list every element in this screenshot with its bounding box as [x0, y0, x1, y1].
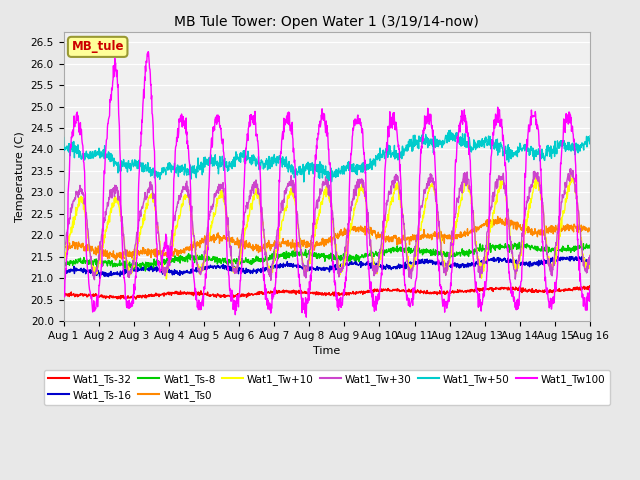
Title: MB Tule Tower: Open Water 1 (3/19/14-now): MB Tule Tower: Open Water 1 (3/19/14-now… [174, 15, 479, 29]
X-axis label: Time: Time [313, 346, 340, 356]
Legend: Wat1_Ts-32, Wat1_Ts-16, Wat1_Ts-8, Wat1_Ts0, Wat1_Tw+10, Wat1_Tw+30, Wat1_Tw+50,: Wat1_Ts-32, Wat1_Ts-16, Wat1_Ts-8, Wat1_… [44, 370, 610, 405]
Y-axis label: Temperature (C): Temperature (C) [15, 131, 25, 222]
Text: MB_tule: MB_tule [72, 40, 124, 53]
